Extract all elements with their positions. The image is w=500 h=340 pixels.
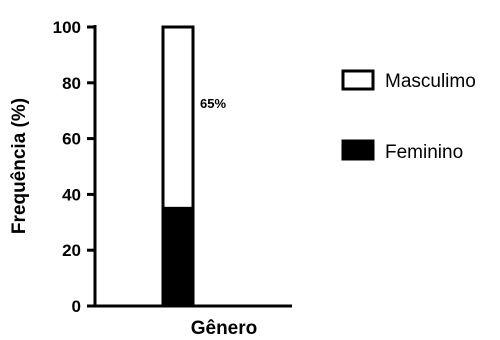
y-tick-label: 0 <box>72 297 81 316</box>
legend-item-masculimo: Masculimo <box>343 71 476 92</box>
legend-label-feminino: Feminino <box>385 142 463 163</box>
y-tick-label: 100 <box>53 18 81 37</box>
bar-segment-masculimo <box>163 27 193 208</box>
y-axis-title: Frequência (%) <box>9 98 30 234</box>
y-tick-label: 40 <box>62 185 81 204</box>
plot-area: 0 20 40 60 80 100 65% <box>53 18 292 316</box>
legend-swatch-masculimo <box>343 71 373 89</box>
y-tick-label: 20 <box>62 241 81 260</box>
x-axis-title: Gênero <box>191 318 258 339</box>
bar-segment-feminino <box>163 208 193 306</box>
y-ticks: 0 20 40 60 80 100 <box>53 18 95 316</box>
y-tick-label: 80 <box>62 74 81 93</box>
legend-item-feminino: Feminino <box>343 141 463 163</box>
y-tick-label: 60 <box>62 130 81 149</box>
legend-swatch-feminino <box>343 141 373 159</box>
bar-annotation: 65% <box>200 96 226 111</box>
legend-label-masculimo: Masculimo <box>385 71 476 92</box>
legend: Masculimo Feminino <box>343 71 476 163</box>
bars <box>163 27 193 306</box>
